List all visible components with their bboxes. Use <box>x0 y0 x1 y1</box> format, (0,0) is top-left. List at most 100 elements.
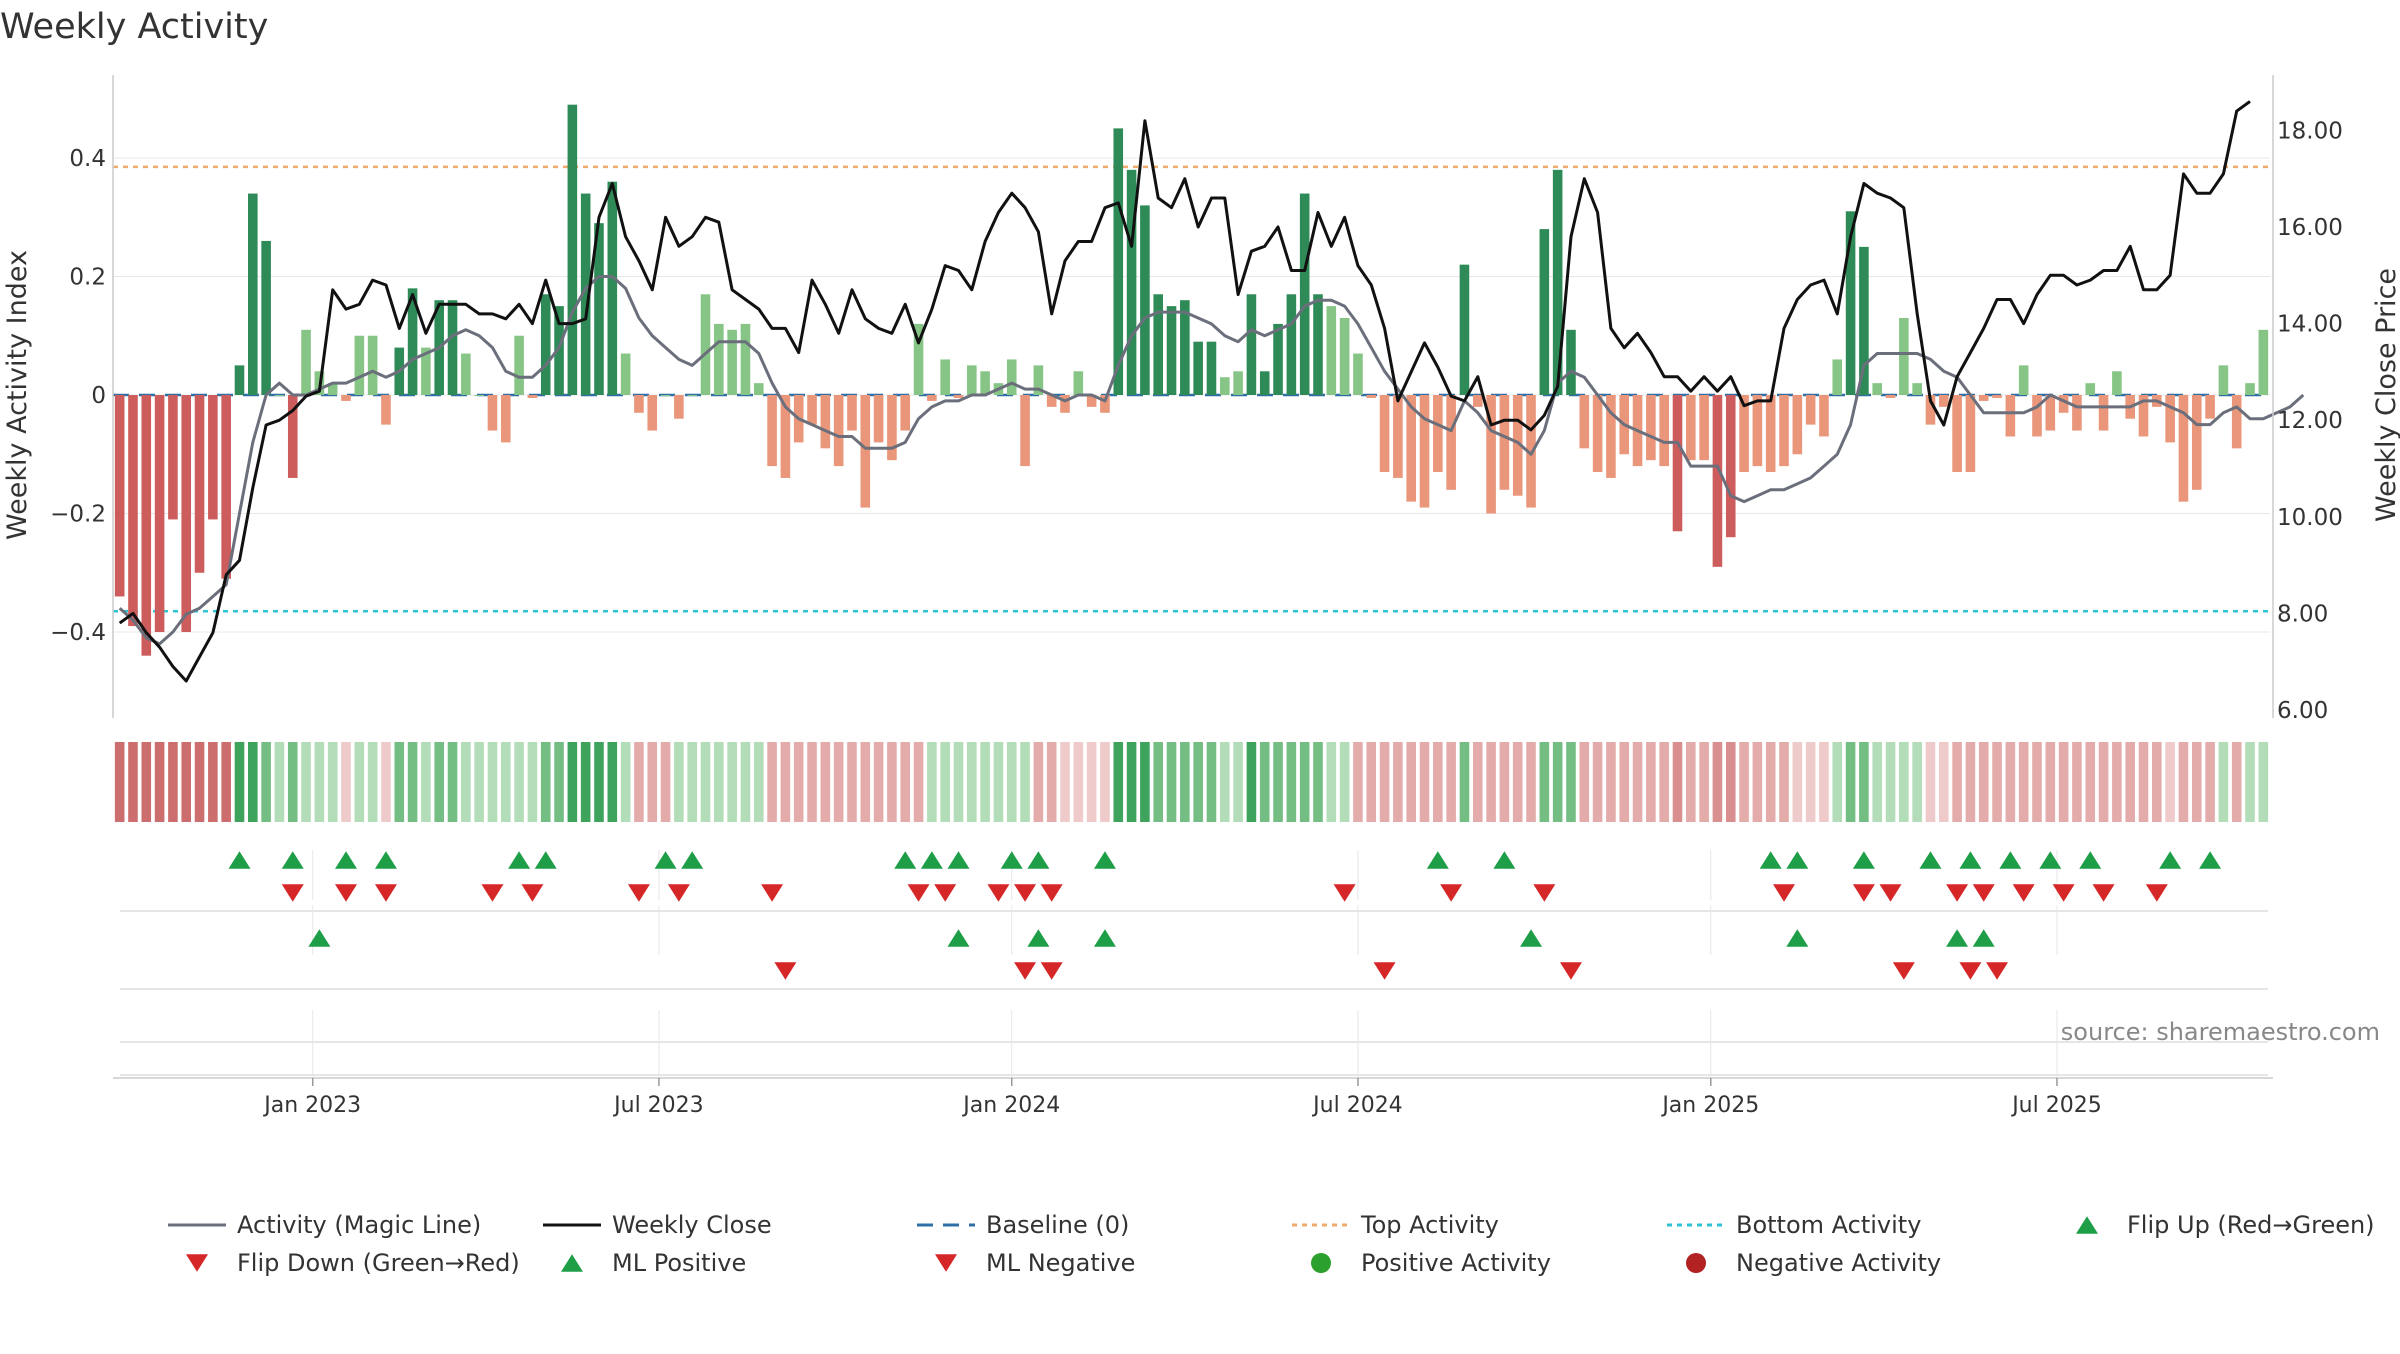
heat-cell <box>860 742 871 822</box>
heat-cell <box>847 742 857 822</box>
legend-item: ML Positive <box>561 1249 746 1277</box>
flip-up-marker <box>1919 851 1942 869</box>
heat-cell <box>327 742 338 822</box>
heat-cell <box>2258 742 2269 822</box>
heat-cell <box>2098 742 2109 822</box>
activity-bar <box>2032 395 2042 437</box>
heat-cell <box>1246 742 1257 822</box>
activity-bar <box>1792 395 1803 455</box>
activity-bar <box>1006 359 1017 395</box>
legend-item: Bottom Activity <box>1667 1211 1921 1239</box>
flip-down-marker <box>281 884 304 902</box>
activity-bar <box>1233 371 1243 395</box>
flip-up-marker <box>335 851 358 869</box>
flip-up-marker <box>2199 851 2222 869</box>
activity-bar <box>341 395 351 401</box>
heat-cell <box>1259 742 1270 822</box>
heat-cell <box>1552 742 1563 822</box>
activity-bar <box>248 193 258 395</box>
heat-cell <box>1779 742 1789 822</box>
heat-cell <box>354 742 365 822</box>
activity-bar <box>1459 264 1470 395</box>
flip-up-marker <box>1999 851 2022 869</box>
activity-bar <box>1046 395 1057 407</box>
activity-bar <box>940 359 950 395</box>
activity-bar <box>1180 300 1190 395</box>
heat-cell <box>820 742 831 822</box>
legend-item: ML Negative <box>935 1249 1135 1277</box>
heat-cell <box>154 742 165 822</box>
legend-item: Flip Up (Red→Green) <box>2076 1211 2375 1239</box>
activity-bar <box>261 240 271 395</box>
heat-cell <box>900 742 911 822</box>
heat-cell <box>181 742 192 822</box>
heat-cell <box>2218 742 2229 822</box>
heat-cell <box>1699 742 1709 822</box>
activity-bar <box>1832 359 1843 395</box>
heat-cell <box>1286 742 1297 822</box>
activity-bar <box>1193 341 1203 395</box>
activity-bar <box>1672 395 1683 532</box>
heat-cell <box>514 742 524 822</box>
heat-cell <box>674 742 684 822</box>
activity-bar <box>594 223 604 395</box>
activity-bar <box>1126 169 1137 395</box>
activity-bar <box>1579 395 1590 449</box>
heat-cell <box>2072 742 2082 822</box>
heat-cell <box>1366 742 1377 822</box>
activity-bar <box>1406 395 1416 502</box>
flip-up-marker <box>1759 851 1782 869</box>
heat-cell <box>967 742 977 822</box>
activity-bar <box>2072 395 2082 431</box>
heat-cell <box>1006 742 1017 822</box>
y-tick-label: 0.2 <box>69 265 106 291</box>
heat-cell <box>580 742 591 822</box>
activity-bar <box>527 395 538 398</box>
activity-bar <box>660 395 671 396</box>
activity-bar <box>194 395 205 573</box>
heat-cell <box>2191 742 2202 822</box>
source-label: source: sharemaestro.com <box>2061 1018 2380 1046</box>
activity-bar <box>1259 371 1270 395</box>
legend-swatch <box>186 1254 208 1272</box>
y2-tick-label: 16.00 <box>2277 215 2343 241</box>
heat-cell <box>1885 742 1896 822</box>
activity-bar <box>540 294 551 395</box>
activity-bar <box>447 300 458 395</box>
activity-bar <box>1393 395 1403 478</box>
heat-cell <box>607 742 618 822</box>
heat-cell <box>567 742 578 822</box>
heat-cell <box>1193 742 1203 822</box>
heat-cell <box>1326 742 1337 822</box>
flip-up-marker <box>1000 851 1023 869</box>
heat-cell <box>807 742 817 822</box>
ml-negative-marker <box>1040 962 1063 980</box>
heat-cell <box>1632 742 1643 822</box>
legend: Activity (Magic Line) Weekly Close Baselin… <box>168 1211 2375 1277</box>
flip-up-marker <box>1426 851 1449 869</box>
heat-cell <box>1686 742 1696 822</box>
heat-cell <box>1446 742 1456 822</box>
heat-cell <box>1832 742 1843 822</box>
heat-cell <box>1659 742 1669 822</box>
activity-bar <box>740 323 751 395</box>
heat-cell <box>727 742 737 822</box>
activity-bar <box>1606 395 1616 478</box>
heat-cell <box>1912 742 1922 822</box>
activity-bar <box>820 395 831 449</box>
activity-bar <box>873 395 884 443</box>
heat-cell <box>620 742 631 822</box>
activity-bar <box>1339 317 1350 395</box>
flip-up-marker <box>2079 851 2102 869</box>
heat-cell <box>1925 742 1936 822</box>
heat-cell <box>1712 742 1723 822</box>
heat-cell <box>647 742 658 822</box>
heat-cell <box>1419 742 1430 822</box>
activity-bar <box>1885 395 1896 398</box>
heat-cell <box>980 742 990 822</box>
flip-down-marker <box>987 884 1010 902</box>
y-tick-label: 0.4 <box>69 146 106 172</box>
heat-cell <box>2165 742 2175 822</box>
activity-bar <box>1419 395 1430 508</box>
flip-down-marker <box>1773 884 1796 902</box>
